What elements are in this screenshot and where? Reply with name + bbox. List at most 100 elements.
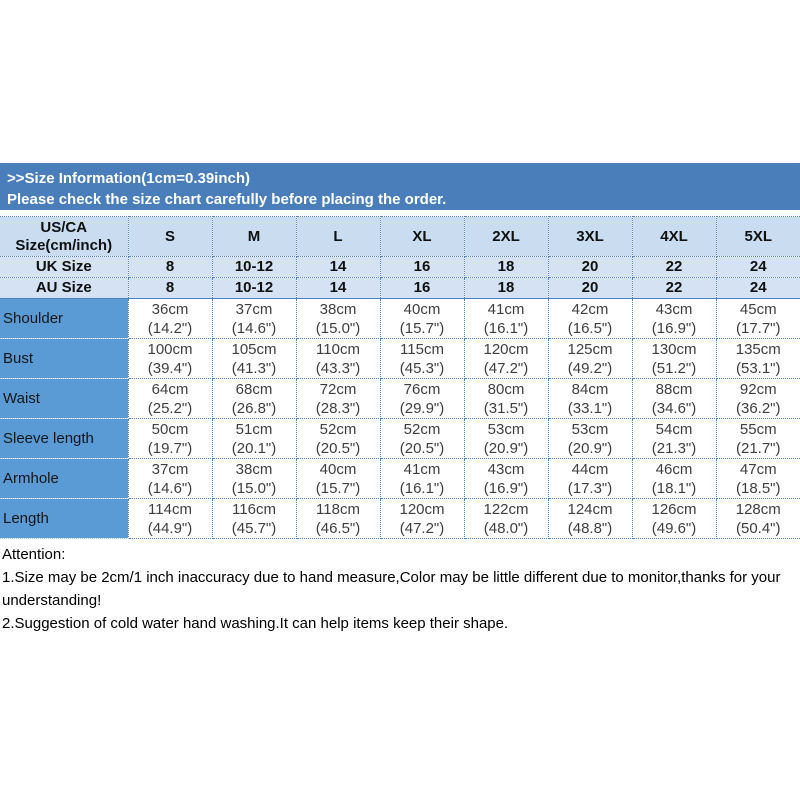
measurement-cell: 68cm (26.8") (211, 378, 297, 419)
attention-title: Attention: (2, 546, 66, 563)
measurement-cell: 92cm (36.2") (715, 378, 800, 419)
corner-header-line2: Size(cm/inch) (15, 236, 113, 254)
measurement-cell: 88cm (34.6") (631, 378, 717, 419)
measurement-cell: 130cm (51.2") (631, 338, 717, 379)
measurement-cell: 52cm (20.5") (295, 418, 381, 459)
measurement-cell: 50cm (19.7") (127, 418, 213, 459)
measurement-label: Waist (0, 378, 129, 419)
measurement-cell: 64cm (25.2") (127, 378, 213, 419)
row-length: Length 114cm (44.9") 116cm (45.7") 118cm… (0, 498, 800, 539)
au-size-value: 8 (127, 277, 213, 299)
measurement-cell: 38cm (15.0") (295, 298, 381, 339)
size-header-row: US/CA Size(cm/inch) S M L XL 2XL 3XL 4XL… (0, 216, 800, 257)
measurement-cell: 110cm (43.3") (295, 338, 381, 379)
row-shoulder: Shoulder 36cm (14.2") 37cm (14.6") 38cm … (0, 298, 800, 339)
uk-size-value: 24 (715, 256, 800, 278)
size-col-header: XL (379, 216, 465, 257)
corner-header-line1: US/CA (40, 218, 88, 236)
uk-size-value: 18 (463, 256, 549, 278)
measurement-label: Shoulder (0, 298, 129, 339)
measurement-cell: 40cm (15.7") (295, 458, 381, 499)
measurement-cell: 55cm (21.7") (715, 418, 800, 459)
measurement-cell: 76cm (29.9") (379, 378, 465, 419)
measurement-cell: 116cm (45.7") (211, 498, 297, 539)
size-col-header: S (127, 216, 213, 257)
measurement-cell: 38cm (15.0") (211, 458, 297, 499)
measurement-cell: 41cm (16.1") (463, 298, 549, 339)
measurement-cell: 100cm (39.4") (127, 338, 213, 379)
measurement-cell: 125cm (49.2") (547, 338, 633, 379)
row-sleeve-length: Sleeve length 50cm (19.7") 51cm (20.1") … (0, 418, 800, 459)
corner-header: US/CA Size(cm/inch) (0, 216, 129, 257)
au-size-value: 20 (547, 277, 633, 299)
measurement-cell: 126cm (49.6") (631, 498, 717, 539)
measurement-cell: 54cm (21.3") (631, 418, 717, 459)
size-col-header: 2XL (463, 216, 549, 257)
uk-size-value: 10-12 (211, 256, 297, 278)
measurement-cell: 124cm (48.8") (547, 498, 633, 539)
measurement-cell: 52cm (20.5") (379, 418, 465, 459)
au-size-label: AU Size (0, 277, 129, 299)
measurement-label: Armhole (0, 458, 129, 499)
au-size-value: 10-12 (211, 277, 297, 299)
attention-note-2: 2.Suggestion of cold water hand washing.… (2, 615, 509, 632)
measurement-cell: 115cm (45.3") (379, 338, 465, 379)
measurement-cell: 46cm (18.1") (631, 458, 717, 499)
measurement-cell: 120cm (47.2") (463, 338, 549, 379)
measurement-cell: 43cm (16.9") (463, 458, 549, 499)
size-col-header: 3XL (547, 216, 633, 257)
au-size-value: 16 (379, 277, 465, 299)
au-size-value: 24 (715, 277, 800, 299)
uk-size-label: UK Size (0, 256, 129, 278)
measurement-cell: 37cm (14.6") (211, 298, 297, 339)
size-col-header: M (211, 216, 297, 257)
row-bust: Bust 100cm (39.4") 105cm (41.3") 110cm (… (0, 338, 800, 379)
size-col-header: 4XL (631, 216, 717, 257)
measurement-cell: 84cm (33.1") (547, 378, 633, 419)
measurement-cell: 36cm (14.2") (127, 298, 213, 339)
measurement-cell: 105cm (41.3") (211, 338, 297, 379)
banner-subtitle: Please check the size chart carefully be… (7, 191, 447, 208)
banner-title: >>Size Information(1cm=0.39inch) (7, 170, 250, 187)
measurement-cell: 41cm (16.1") (379, 458, 465, 499)
size-col-header: L (295, 216, 381, 257)
measurement-cell: 42cm (16.5") (547, 298, 633, 339)
size-table: US/CA Size(cm/inch) S M L XL 2XL 3XL 4XL… (0, 216, 800, 539)
measurement-cell: 122cm (48.0") (463, 498, 549, 539)
au-size-row: AU Size 8 10-12 14 16 18 20 22 24 (0, 277, 800, 299)
uk-size-value: 14 (295, 256, 381, 278)
au-size-value: 22 (631, 277, 717, 299)
row-waist: Waist 64cm (25.2") 68cm (26.8") 72cm (28… (0, 378, 800, 419)
measurement-cell: 44cm (17.3") (547, 458, 633, 499)
measurement-cell: 53cm (20.9") (463, 418, 549, 459)
measurement-label: Length (0, 498, 129, 539)
attention-note-1: 1.Size may be 2cm/1 inch inaccuracy due … (2, 569, 781, 609)
measurement-cell: 114cm (44.9") (127, 498, 213, 539)
measurement-cell: 128cm (50.4") (715, 498, 800, 539)
measurement-cell: 37cm (14.6") (127, 458, 213, 499)
uk-size-value: 8 (127, 256, 213, 278)
measurement-cell: 135cm (53.1") (715, 338, 800, 379)
measurement-cell: 53cm (20.9") (547, 418, 633, 459)
measurement-label: Bust (0, 338, 129, 379)
uk-size-value: 20 (547, 256, 633, 278)
uk-size-row: UK Size 8 10-12 14 16 18 20 22 24 (0, 256, 800, 278)
measurement-cell: 43cm (16.9") (631, 298, 717, 339)
uk-size-value: 22 (631, 256, 717, 278)
au-size-value: 14 (295, 277, 381, 299)
measurement-cell: 72cm (28.3") (295, 378, 381, 419)
measurement-cell: 80cm (31.5") (463, 378, 549, 419)
measurement-label: Sleeve length (0, 418, 129, 459)
info-banner: >>Size Information(1cm=0.39inch) Please … (0, 163, 800, 210)
measurement-cell: 120cm (47.2") (379, 498, 465, 539)
row-armhole: Armhole 37cm (14.6") 38cm (15.0") 40cm (… (0, 458, 800, 499)
attention-note: Attention: 1.Size may be 2cm/1 inch inac… (0, 543, 800, 635)
au-size-value: 18 (463, 277, 549, 299)
measurement-cell: 40cm (15.7") (379, 298, 465, 339)
measurement-cell: 51cm (20.1") (211, 418, 297, 459)
measurement-cell: 118cm (46.5") (295, 498, 381, 539)
uk-size-value: 16 (379, 256, 465, 278)
size-col-header: 5XL (715, 216, 800, 257)
measurement-cell: 45cm (17.7") (715, 298, 800, 339)
